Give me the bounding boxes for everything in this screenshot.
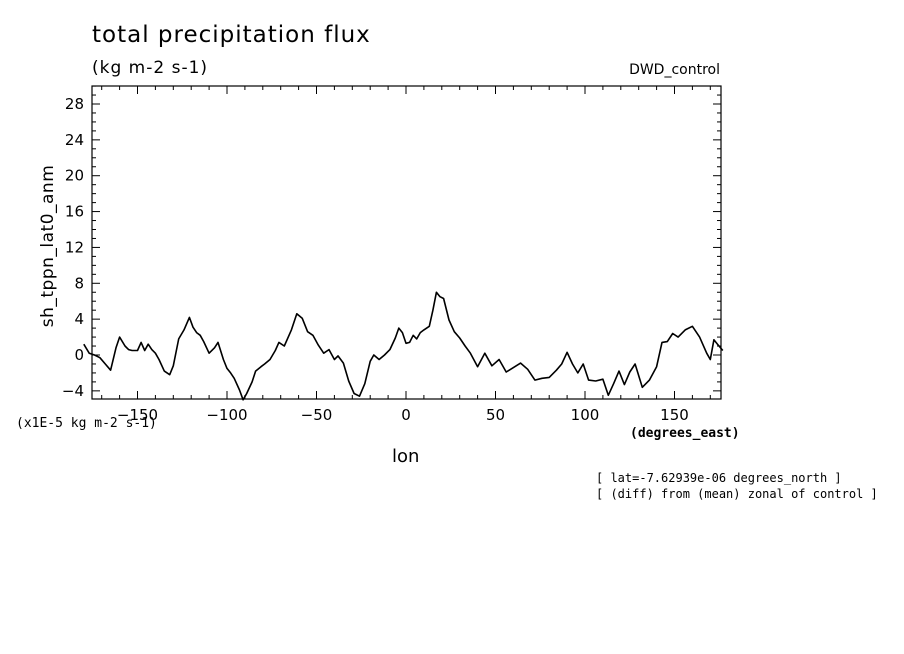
- chart-title: total precipitation flux: [92, 22, 371, 48]
- latitude-note: [ lat=-7.62939e-06 degrees_north ]: [596, 471, 842, 485]
- x-tick-label: 150: [660, 406, 689, 424]
- axis-tick-labels: −4 0 4 8 12 16 20 24 28 −150 −100 −50 0 50 100 150: [62, 95, 689, 424]
- y-tick-label: 24: [65, 131, 84, 149]
- run-name: DWD_control: [629, 62, 720, 78]
- chart-units: (kg m-2 s-1): [92, 58, 209, 78]
- y-tick-label: 0: [74, 346, 84, 364]
- diff-note: [ (diff) from (mean) zonal of control ]: [596, 487, 878, 501]
- y-scale-note: (x1E-5 kg m-2 s-1): [16, 416, 157, 431]
- y-tick-label: 16: [65, 203, 84, 221]
- x-tick-label: −100: [206, 406, 247, 424]
- y-tick-label: 20: [65, 167, 84, 185]
- x-tick-label: 100: [571, 406, 600, 424]
- x-tick-label: 50: [486, 406, 505, 424]
- y-tick-label: 28: [65, 95, 84, 113]
- x-tick-label: −50: [301, 406, 333, 424]
- x-tick-label: −150: [117, 406, 158, 424]
- y-tick-label: 8: [74, 274, 84, 292]
- x-axis-units: (degrees_east): [630, 426, 740, 441]
- y-axis-label: sh_tppn_lat0_anm: [38, 164, 58, 328]
- y-tick-label: 12: [65, 238, 84, 256]
- series-line: [83, 291, 724, 401]
- y-tick-label: −4: [62, 382, 84, 400]
- axis-ticks: [92, 85, 721, 399]
- plot-frame: [91, 85, 722, 400]
- y-tick-label: 4: [74, 310, 84, 328]
- x-tick-label: 0: [401, 406, 411, 424]
- x-axis-label: lon: [392, 446, 420, 467]
